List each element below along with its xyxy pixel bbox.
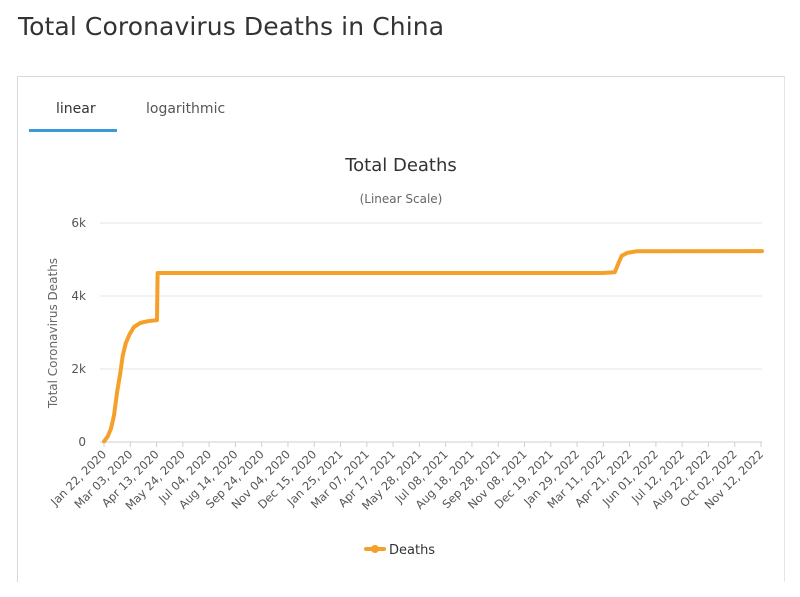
series-layer [102,249,764,444]
y-axis-label: Total Coronavirus Deaths [46,258,60,409]
legend-marker-deaths [371,545,379,553]
tab-logarithmic[interactable]: logarithmic [146,101,226,117]
chart-title: Total Deaths [344,155,457,176]
y-tick-label: 4k [71,289,86,303]
gridlines [100,222,762,443]
page-title: Total Coronavirus Deaths in China [18,12,445,41]
y-tick-label: 0 [78,435,86,449]
tab-linear[interactable]: linear [56,101,96,117]
y-tick-label: 2k [71,362,86,376]
chart-card: linear logarithmic [17,76,785,582]
y-tick-label: 6k [71,216,86,230]
active-tab-indicator [29,129,117,132]
legend[interactable]: Deaths [364,543,435,558]
chart-subtitle: (Linear Scale) [360,192,443,206]
series-line-deaths [102,249,764,444]
legend-label-deaths: Deaths [389,543,435,558]
y-axis-ticks: 0 2k 4k 6k [71,216,86,449]
